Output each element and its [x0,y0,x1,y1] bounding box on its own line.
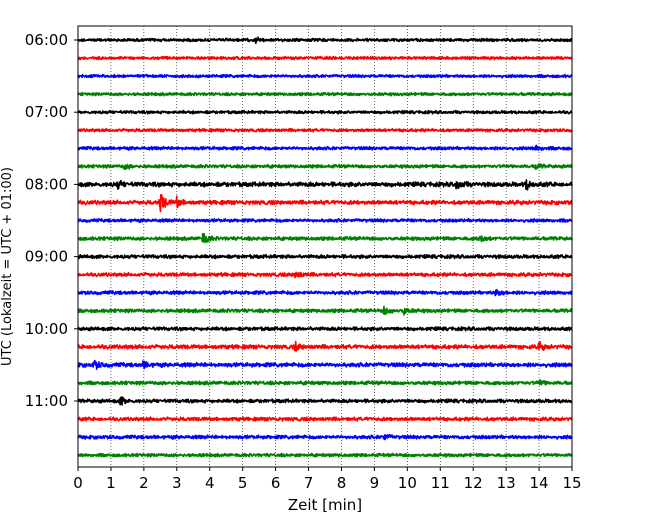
x-axis-label: Zeit [min] [288,496,362,514]
x-tick-label: 14 [530,474,549,492]
x-tick-label: 13 [497,474,516,492]
x-tick-label: 9 [370,474,380,492]
trace-0845 [77,232,573,244]
trace-0745 [77,163,573,171]
y-tick-label: 07:00 [25,103,68,121]
trace-1130 [77,433,573,441]
trace-0700 [77,109,573,115]
trace-0900 [77,253,573,260]
trace-0715 [77,127,573,133]
trace-0615 [77,55,573,61]
x-tick-label: 4 [205,474,215,492]
x-axis-ticks: 0 1 2 3 4 5 6 7 8 9 10 11 12 13 14 15 [73,467,582,492]
y-tick-label: 10:00 [25,320,68,338]
trace-1045 [77,379,573,386]
trace-1115 [77,416,573,422]
trace-0945 [77,305,573,316]
x-tick-label: 12 [464,474,483,492]
x-tick-label: 10 [398,474,417,492]
y-tick-label: 11:00 [25,392,68,410]
trace-0915 [77,271,573,279]
trace-0800 [77,179,573,191]
x-tick-label: 5 [238,474,248,492]
x-tick-label: 2 [139,474,149,492]
y-tick-label: 08:00 [25,175,68,193]
x-tick-label: 8 [337,474,347,492]
x-tick-label: 3 [172,474,182,492]
x-tick-label: 1 [106,474,116,492]
x-tick-label: 15 [562,474,581,492]
trace-0645 [77,91,573,97]
y-tick-label: 09:00 [25,248,68,266]
y-axis-ticks: 06:00 07:00 08:00 09:00 10:00 11:00 [25,31,78,410]
plot-frame [77,25,573,468]
trace-1100 [77,396,573,406]
trace-1000 [77,326,573,332]
x-tick-label: 7 [304,474,314,492]
trace-0830 [77,217,573,224]
trace-0730 [77,144,573,152]
trace-1145 [77,452,573,458]
trace-0930 [77,288,573,297]
trace-1015 [77,340,573,352]
y-axis-label: UTC (Lokalzeit = UTC + 01:00) [0,167,15,366]
trace-0600 [77,36,573,45]
trace-0630 [77,73,573,79]
trace-1030 [77,359,573,371]
x-tick-label: 6 [271,474,281,492]
x-tick-label: 11 [431,474,450,492]
trace-0815 [77,193,573,213]
y-tick-label: 06:00 [25,31,68,49]
trace-group [77,36,573,458]
x-tick-label: 0 [73,474,83,492]
